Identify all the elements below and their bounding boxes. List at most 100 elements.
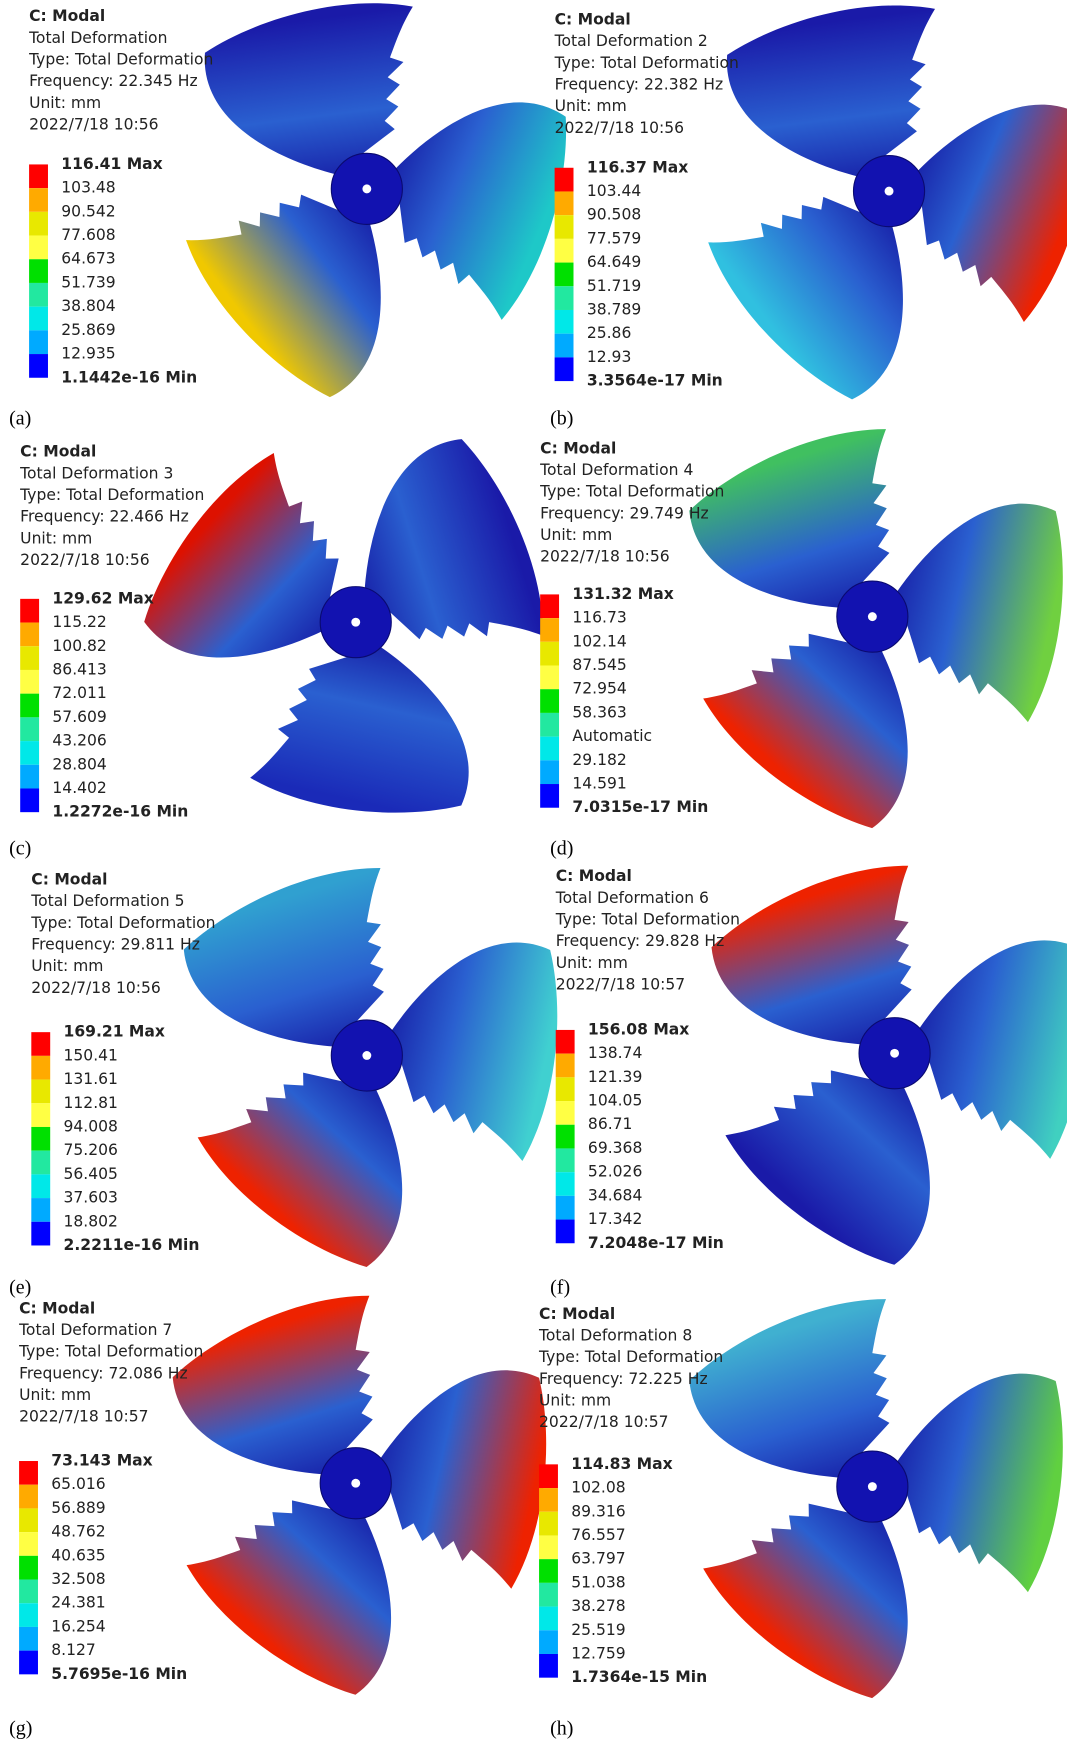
header-line: C: Modal [19,1299,95,1317]
legend-band [20,623,39,647]
legend-label: Automatic [572,727,652,745]
fan-model [164,0,574,407]
header-line: Total Deformation 2 [554,32,708,50]
legend-label: 51.038 [571,1573,625,1591]
header-line: Frequency: 22.345 Hz [29,72,198,90]
legend-label: 1.1442e-16 Min [61,368,197,386]
header-line: C: Modal [555,10,631,28]
legend-label: 14.591 [572,775,626,793]
legend-label: 103.48 [61,179,115,197]
legend-band [539,1630,558,1654]
legend-band [540,642,559,666]
legend-band [539,1583,558,1607]
header-line: Type: Total Deformation [18,1343,203,1361]
legend-band [29,330,48,354]
legend-band [556,1054,575,1078]
legend-band [29,236,48,260]
legend-band [539,1559,558,1583]
legend-band [555,239,574,263]
legend-band [19,1580,38,1604]
legend-label: 129.62 Max [52,589,153,607]
legend-label: 57.609 [52,708,106,726]
legend-label: 51.739 [61,273,115,291]
header-line: Type: Total Deformation [539,483,724,501]
header-line: 2022/7/18 10:56 [20,551,149,569]
fan-model [174,838,557,1277]
legend-label: 5.7695e-16 Min [51,1665,187,1683]
legend-label: 115.22 [52,613,106,631]
legend-band [20,741,39,765]
legend-band [29,188,48,212]
fan-model [686,0,1067,410]
legend-label: 34.684 [588,1186,643,1204]
header-line: Total Deformation [28,29,167,47]
panel-caption: (d) [550,838,573,860]
panel-caption: (f) [550,1276,570,1298]
header-line: Unit: mm [556,954,628,972]
fan-model [679,1269,1062,1708]
legend-band [19,1651,38,1675]
fan-model [679,399,1062,838]
legend-label: 86.413 [52,660,106,678]
legend-label: 116.73 [572,609,626,627]
legend-label: 76.557 [571,1526,625,1544]
legend-label: 116.37 Max [587,158,688,176]
fan-blade [391,943,557,1161]
header-line: Unit: mm [19,1386,91,1404]
header-line: Frequency: 29.828 Hz [556,932,725,950]
fan-hole [868,612,877,621]
legend-label: 2.2211e-16 Min [64,1236,200,1254]
header-line: Unit: mm [31,957,103,975]
legend-label: 121.39 [588,1068,642,1086]
header-line: Total Deformation 3 [19,464,173,482]
fan-hole [362,184,371,193]
header-line: C: Modal [31,870,107,888]
legend-label: 90.508 [587,206,641,224]
legend-band [555,168,574,192]
legend-band [539,1488,558,1512]
legend-band [555,286,574,310]
legend-band [31,1103,50,1127]
legend-label: 29.182 [572,751,626,769]
header-line: Unit: mm [555,97,627,115]
legend-label: 24.381 [51,1594,105,1612]
fan-hole [351,1479,360,1488]
header-line: C: Modal [29,7,105,25]
panel: C: ModalTotal Deformation 4Type: Total D… [539,399,1063,860]
legend-label: 16.254 [51,1617,106,1635]
header-line: Type: Total Deformation [30,914,215,932]
panel-caption: (g) [9,1717,32,1739]
legend-band [31,1056,50,1080]
header-line: 2022/7/18 10:56 [555,119,684,137]
legend-band [31,1032,50,1056]
legend-label: 43.206 [52,732,106,750]
legend-label: 25.869 [61,321,115,339]
legend-band [540,784,559,808]
legend-label: 12.93 [587,348,632,366]
legend-band [555,263,574,287]
header-line: Type: Total Deformation [554,54,739,72]
legend-band [539,1607,558,1631]
legend-band [540,713,559,737]
legend-band [556,1172,575,1196]
legend-label: 103.44 [587,182,642,200]
legend-label: 28.804 [52,755,107,773]
legend-band [31,1151,50,1175]
legend-band [556,1077,575,1101]
legend-band [539,1512,558,1536]
legend-label: 138.74 [588,1044,643,1062]
header-line: Total Deformation 4 [539,461,693,479]
fan-model [163,1266,546,1705]
legend-label: 87.545 [572,656,626,674]
legend-label: 169.21 Max [64,1023,165,1041]
legend-band [556,1030,575,1054]
legend-label: 7.2048e-17 Min [588,1234,724,1252]
legend-label: 72.011 [52,684,106,702]
panel-caption: (h) [550,1717,573,1739]
legend-label: 52.026 [588,1163,642,1181]
legend-label: 7.0315e-17 Min [572,798,708,816]
legend-band [556,1196,575,1220]
legend-band [555,357,574,381]
